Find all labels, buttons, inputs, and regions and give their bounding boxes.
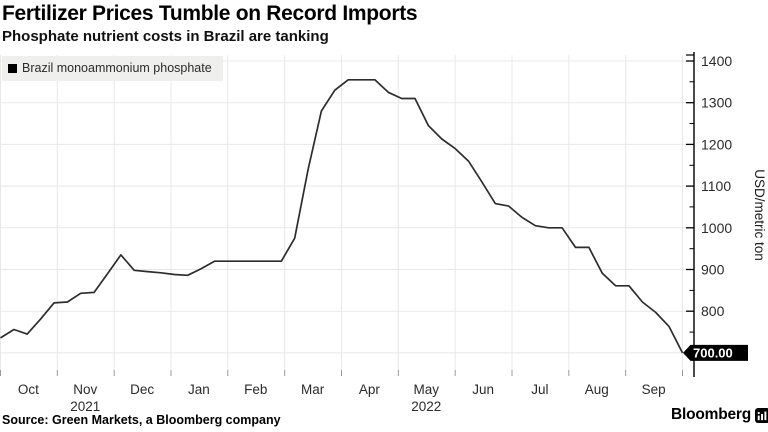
x-tick-label: Sep: [642, 382, 666, 397]
source-note: Source: Green Markets, a Bloomberg compa…: [2, 413, 281, 427]
x-tick-label: Feb: [244, 382, 267, 397]
y-tick-label: 1400: [701, 53, 732, 69]
price-line: [0, 78, 684, 354]
x-tick-label: Jul: [531, 382, 548, 397]
chart-subtitle: Phosphate nutrient costs in Brazil are t…: [2, 28, 329, 45]
legend-label: Brazil monoammonium phosphate: [22, 61, 212, 75]
y-tick-label: 1200: [701, 136, 732, 152]
gridlines: [0, 55, 691, 370]
x-tick-label: Dec: [130, 382, 154, 397]
bloomberg-wordmark: Bloomberg: [671, 406, 752, 423]
bloomberg-terminal-icon: [755, 407, 768, 423]
last-price-label: 700.00: [693, 345, 733, 360]
legend-swatch-icon: [8, 63, 17, 73]
x-year-label: 2021: [70, 399, 100, 414]
bloomberg-logo: Bloomberg: [671, 406, 768, 424]
x-tick-label: May: [414, 382, 440, 397]
y-tick-label: 1000: [701, 220, 732, 236]
y-tick-label: 800: [701, 303, 725, 319]
x-tick-label: Jan: [188, 382, 210, 397]
last-price-badge: 700.00: [683, 344, 748, 361]
y-axis-title: USD/metric ton: [752, 169, 767, 261]
x-tick-label: Jun: [472, 382, 494, 397]
x-tick-label: Apr: [359, 382, 381, 397]
x-tick-label: Nov: [73, 382, 97, 397]
last-price-badge-shape: [683, 344, 748, 361]
y-tick-label: 900: [701, 262, 725, 278]
x-tick-label: Mar: [301, 382, 325, 397]
x-tick-label: Aug: [585, 382, 609, 397]
series-legend: Brazil monoammonium phosphate: [2, 56, 223, 81]
y-tick-label: 1100: [701, 178, 731, 194]
x-axis: Oct Nov Dec Jan Feb Mar Apr May Jun Jul Aug Sep 2021…: [0, 370, 683, 414]
y-tick-label: 1300: [701, 95, 732, 111]
y-axis: 800 900 1000 1100 1200 1300 1400: [686, 52, 732, 377]
x-year-label: 2022: [411, 399, 441, 414]
x-tick-label: Oct: [18, 382, 39, 397]
page-title: Fertilizer Prices Tumble on Record Impor…: [2, 2, 418, 25]
